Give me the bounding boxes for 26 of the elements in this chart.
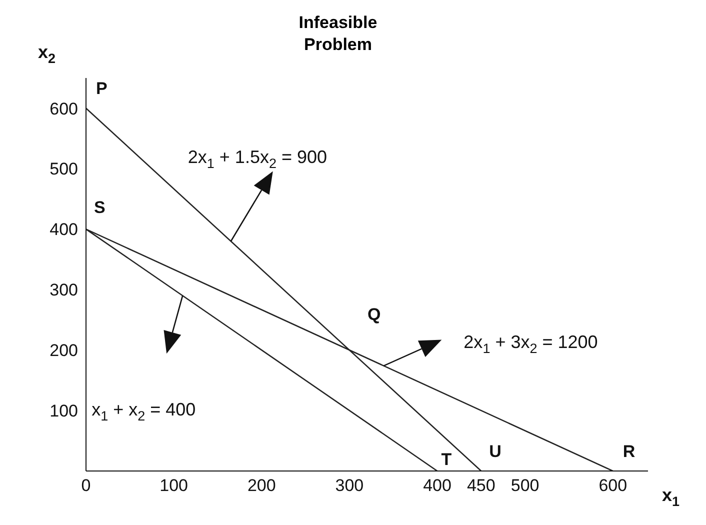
- annotation: R: [622, 442, 636, 461]
- y-axis-title: x$_{2}$: [38, 42, 56, 66]
- annotation: T: [441, 450, 452, 469]
- y-tick-label: 300: [50, 280, 78, 300]
- y-tick-label: 400: [50, 220, 78, 240]
- chart-title: Infeasible Problem: [298, 12, 378, 56]
- y-tick-label: 100: [50, 402, 78, 421]
- annotation: 2x$_{1}$ + 1.5x$_{2}$ = 900: [188, 147, 328, 172]
- x-tick-label: 100: [160, 476, 188, 496]
- annotation: 2x$_{1}$ + 3x$_{2}$ = 1200: [464, 332, 598, 356]
- x-tick-label: 400: [423, 476, 452, 496]
- y-tick-label: 200: [50, 341, 78, 360]
- annotation: P: [96, 79, 108, 98]
- x-tick-label: 0: [81, 476, 91, 496]
- annotation: S: [94, 198, 106, 218]
- x-tick-label: 450: [466, 476, 496, 496]
- y-tick-label: 500: [50, 160, 78, 179]
- x-tick-label: 500: [510, 476, 540, 496]
- x-axis-title: x$_{1}$: [662, 485, 680, 509]
- x-tick-label: 300: [335, 476, 364, 496]
- annotation: x$_{1}$ + x$_{2}$ = 400: [92, 400, 196, 424]
- x-tick-label: 200: [247, 476, 276, 496]
- annotation: U: [489, 442, 502, 461]
- y-tick-label: 600: [50, 99, 78, 118]
- annotation: Q: [367, 305, 381, 324]
- x-tick-label: 600: [598, 476, 628, 496]
